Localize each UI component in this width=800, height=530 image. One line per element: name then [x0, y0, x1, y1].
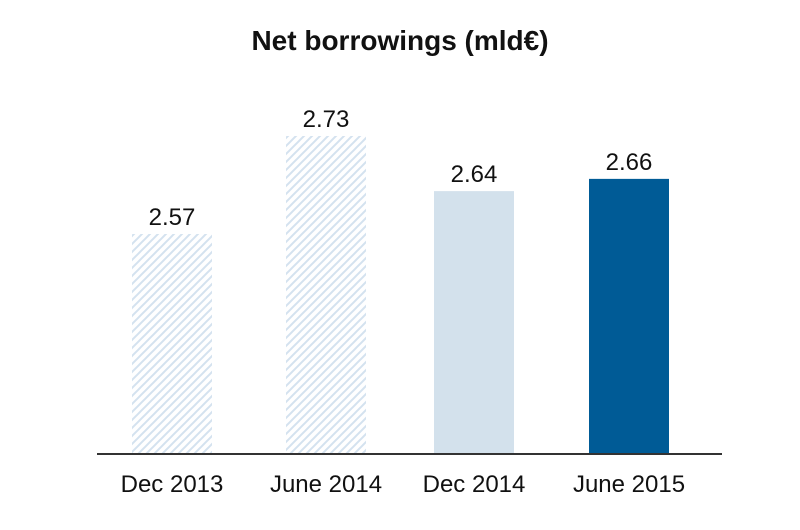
x-tick-label: June 2015 — [573, 471, 685, 498]
chart-title: Net borrowings (mld€) — [251, 25, 548, 56]
labels-group: 2.57 Dec 2013 2.73 June 2014 2.64 Dec 2014 2.6… — [121, 106, 685, 498]
bar-dec-2013 — [132, 234, 212, 454]
x-tick-label: Dec 2013 — [121, 471, 224, 498]
data-label: 2.73 — [303, 106, 350, 133]
data-label: 2.57 — [149, 204, 196, 231]
x-tick-label: Dec 2014 — [423, 471, 526, 498]
data-label: 2.64 — [451, 161, 498, 188]
data-label: 2.66 — [606, 149, 653, 176]
x-tick-label: June 2014 — [270, 471, 382, 498]
bar-june-2015 — [589, 178, 669, 454]
bar-june-2014 — [286, 136, 366, 454]
bar-dec-2014 — [434, 191, 514, 454]
bars-group — [132, 136, 669, 454]
